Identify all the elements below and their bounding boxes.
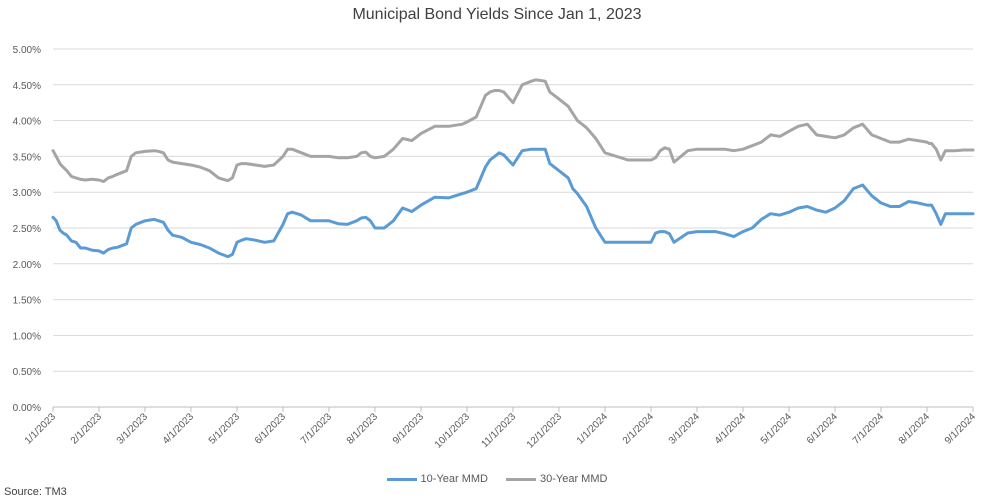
x-tick-label: 12/1/2023 — [525, 411, 565, 451]
legend-swatch-10-year — [386, 477, 417, 481]
x-axis-tick-labels: 1/1/2023 2/1/2023 3/1/2023 4/1/2023 5/1/2023… — [23, 411, 979, 451]
x-tick-label: 11/1/2023 — [479, 411, 518, 450]
y-tick-label: 4.50% — [13, 81, 41, 92]
y-tick-label: 1.50% — [13, 296, 41, 307]
y-tick-label: 3.50% — [13, 152, 41, 163]
x-tick-label: 7/1/2023 — [299, 411, 335, 447]
x-tick-label: 8/1/2024 — [897, 411, 933, 447]
x-tick-label: 6/1/2023 — [253, 411, 289, 447]
x-tick-label: 8/1/2023 — [345, 411, 381, 447]
x-tick-label: 4/1/2024 — [713, 411, 749, 447]
x-tick-label: 1/1/2024 — [575, 411, 611, 447]
x-tick-label: 5/1/2023 — [207, 411, 243, 447]
series-lines — [51, 78, 975, 259]
x-tick-label: 1/1/2023 — [23, 411, 59, 447]
x-axis — [52, 406, 974, 412]
series-line-30-year-mmd — [51, 78, 975, 183]
x-tick-label: 2/1/2024 — [621, 411, 657, 447]
x-tick-label: 9/1/2023 — [391, 411, 427, 447]
x-tick-label: 6/1/2024 — [805, 411, 841, 447]
y-axis-tick-labels: 0.00% 0.50% 1.00% 1.50% 2.00% 2.50% 3.00% 3.50%… — [13, 45, 41, 414]
y-tick-label: 5.00% — [13, 45, 41, 56]
y-tick-label: 0.50% — [13, 367, 41, 378]
series-line-10-year-mmd — [51, 147, 975, 259]
y-tick-label: 2.00% — [13, 260, 41, 271]
legend-label-10-year: 10-Year MMD — [420, 473, 488, 485]
y-tick-label: 1.00% — [13, 331, 41, 342]
chart-legend: 10-Year MMD 30-Year MMD — [0, 473, 994, 485]
x-tick-label: 2/1/2023 — [69, 411, 105, 447]
y-tick-label: 4.00% — [13, 117, 41, 128]
x-tick-label: 9/1/2024 — [943, 411, 979, 447]
y-tick-label: 0.00% — [13, 403, 41, 414]
gridlines — [53, 48, 973, 372]
legend-item-30-year[interactable]: 30-Year MMD — [506, 473, 607, 485]
x-tick-label: 10/1/2023 — [433, 411, 473, 451]
legend-item-10-year[interactable]: 10-Year MMD — [386, 473, 488, 485]
chart-title: Municipal Bond Yields Since Jan 1, 2023 — [352, 6, 642, 23]
x-tick-label: 3/1/2023 — [115, 411, 151, 447]
x-tick-label: 3/1/2024 — [667, 411, 703, 447]
legend-label-30-year: 30-Year MMD — [540, 473, 608, 485]
x-tick-label: 5/1/2024 — [759, 411, 795, 447]
y-tick-label: 2.50% — [13, 224, 41, 235]
x-tick-label: 7/1/2024 — [851, 411, 887, 447]
source-note: Source: TM3 — [4, 486, 67, 498]
x-tick-label: 4/1/2023 — [161, 411, 197, 447]
y-tick-label: 3.00% — [13, 188, 41, 199]
legend-swatch-30-year — [506, 477, 536, 481]
